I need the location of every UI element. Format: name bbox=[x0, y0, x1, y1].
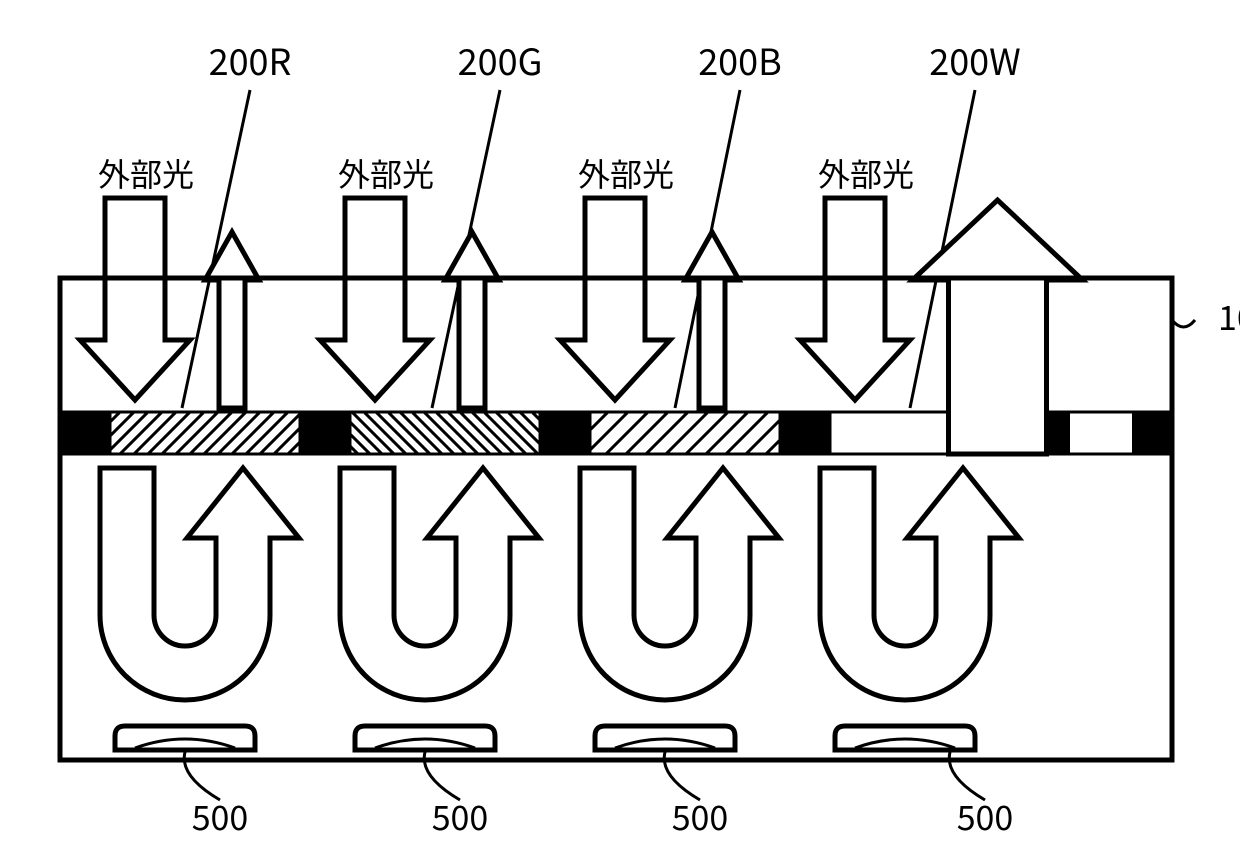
external-light-label: 外部光 bbox=[578, 150, 674, 196]
label-200R: 200R bbox=[209, 34, 292, 86]
black-matrix bbox=[540, 412, 590, 454]
u-reflection-arrow bbox=[580, 468, 779, 700]
emitted-light-arrow bbox=[445, 232, 499, 408]
external-light-arrow bbox=[800, 198, 910, 400]
black-matrix bbox=[60, 412, 110, 454]
external-light-arrow bbox=[320, 198, 430, 400]
label-500: 500 bbox=[957, 791, 1014, 840]
diagram-svg: 100 200R 200G 200B 200W 外部光 外部光 外部光 外部光 500 500 500… bbox=[0, 0, 1240, 861]
black-matrix bbox=[300, 412, 350, 454]
external-light-arrow bbox=[560, 198, 670, 400]
filter-G bbox=[350, 412, 540, 454]
label-200B: 200B bbox=[698, 34, 782, 86]
label-500: 500 bbox=[672, 791, 729, 840]
u-reflection-arrow bbox=[100, 468, 299, 700]
filter-R bbox=[110, 412, 300, 454]
leader-100 bbox=[1172, 320, 1195, 327]
u-reflection-arrow bbox=[820, 468, 1019, 700]
external-light-label: 外部光 bbox=[338, 150, 434, 196]
filter-B bbox=[590, 412, 780, 454]
black-matrix bbox=[780, 412, 830, 454]
label-500: 500 bbox=[432, 791, 489, 840]
external-light-label: 外部光 bbox=[818, 150, 914, 196]
label-200G: 200G bbox=[458, 34, 543, 86]
label-500: 500 bbox=[192, 791, 249, 840]
external-light-label: 外部光 bbox=[98, 150, 194, 196]
label-100: 100 bbox=[1218, 291, 1240, 340]
u-reflection-arrow bbox=[340, 468, 539, 700]
black-matrix bbox=[1132, 412, 1172, 454]
external-light-arrow bbox=[80, 198, 190, 400]
label-200W: 200W bbox=[929, 34, 1021, 86]
